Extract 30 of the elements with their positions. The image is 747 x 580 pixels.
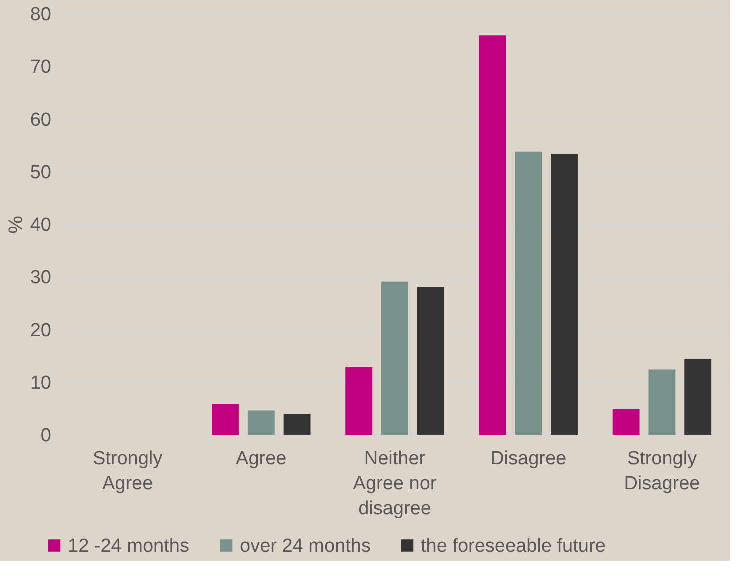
legend-label: 12 -24 months [68,536,190,557]
y-tick-label: 80 [30,4,52,26]
bar [515,152,542,435]
y-tick-label: 50 [30,162,52,184]
bar [648,370,676,435]
bar [684,359,712,435]
y-tick-label: 70 [30,57,52,78]
x-tick-label: Disagree [490,448,567,470]
legend-label: the foreseeable future [421,536,606,557]
x-tick-label: Agree [236,448,287,470]
bar [284,414,311,435]
bar [248,410,275,435]
bar [479,36,506,435]
y-tick-label: 30 [30,268,52,289]
bar [551,154,578,435]
bar [346,367,373,435]
bar [212,404,239,435]
y-tick-label: 20 [30,320,52,342]
bar [382,282,408,435]
legend-label: over 24 months [240,536,371,557]
y-tick-label: 60 [30,110,52,131]
y-tick-label: 0 [40,426,52,446]
bar [417,287,444,435]
y-axis-title: % [5,216,28,234]
y-tick-label: 10 [30,372,52,394]
x-tick-label: Neither Agree nor disagree [353,448,438,520]
y-tick-label: 40 [30,215,52,236]
x-tick-label: Strongly Agree [92,448,164,494]
x-tick-label: Strongly Disagree [624,448,700,494]
bar [612,409,640,435]
